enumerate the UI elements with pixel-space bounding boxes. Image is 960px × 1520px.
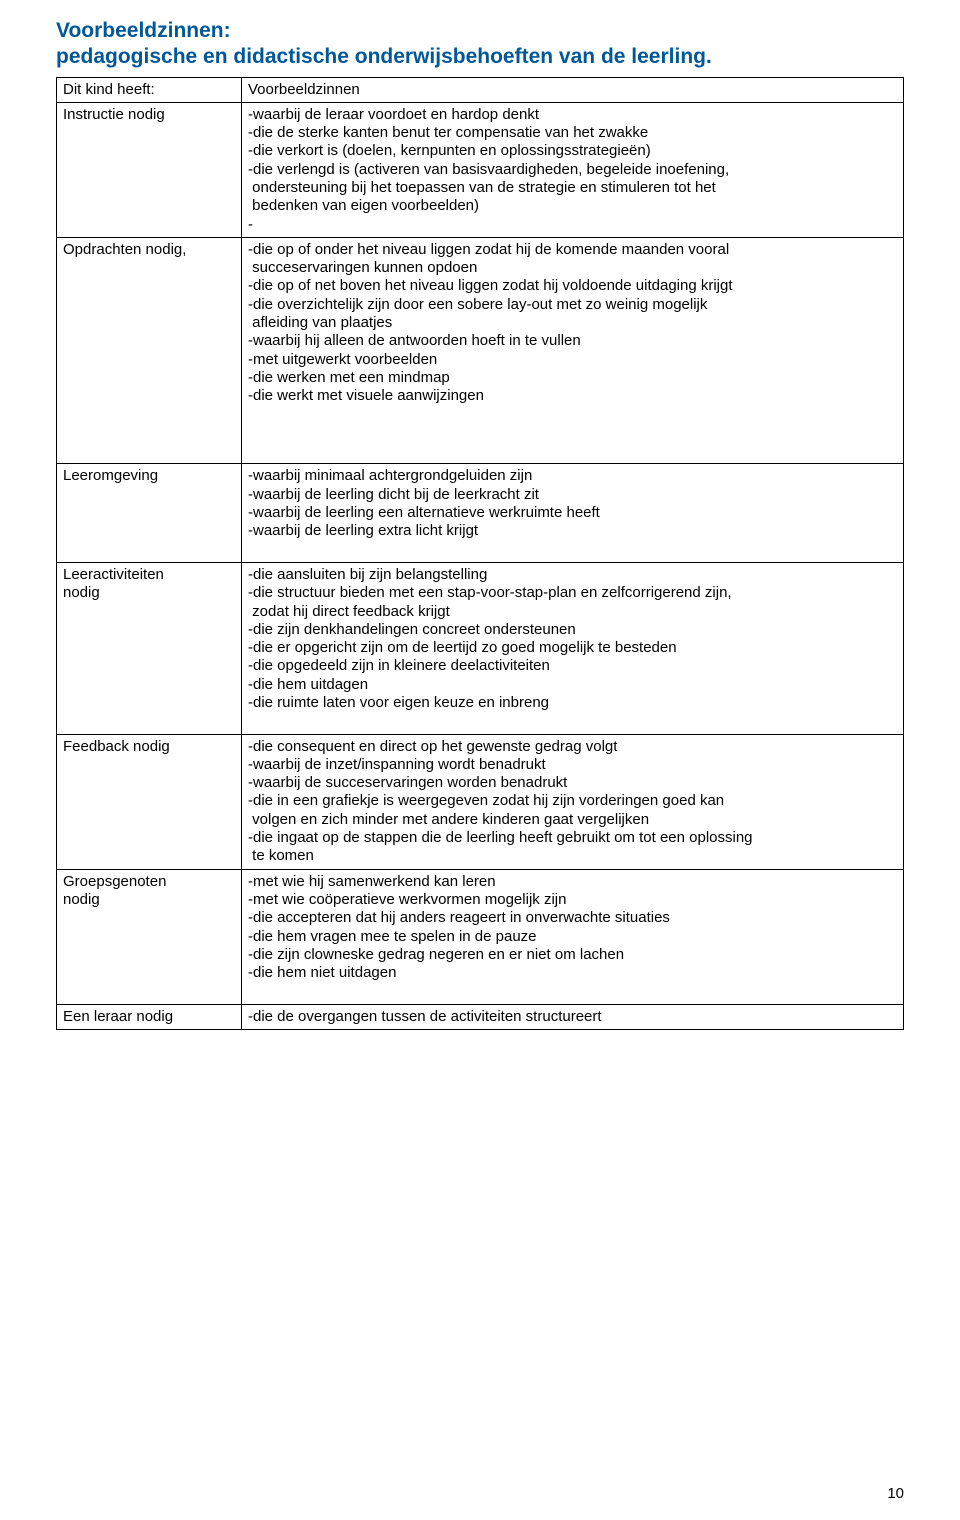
label-leeractiviteiten-l1: Leeractiviteiten (63, 566, 164, 583)
label-leeractiviteiten-l2: nodig (63, 584, 100, 601)
label-groepsgenoten: Groepsgenoten nodig (57, 869, 242, 1004)
content-opdrachten: -die op of onder het niveau liggen zodat… (242, 237, 904, 464)
content-leeromgeving: -waarbij minimaal achtergrondgeluiden zi… (242, 464, 904, 562)
page-title: Voorbeeldzinnen: pedagogische en didacti… (56, 18, 904, 71)
label-leeromgeving: Leeromgeving (57, 464, 242, 562)
label-leeractiviteiten: Leeractiviteiten nodig (57, 562, 242, 734)
title-line-2: pedagogische en didactische onderwijsbeh… (56, 45, 712, 68)
row-opdrachten: Opdrachten nodig, -die op of onder het n… (57, 237, 904, 464)
content-table: Dit kind heeft: Voorbeeldzinnen Instruct… (56, 77, 904, 1031)
content-leraar: -die de overgangen tussen de activiteite… (242, 1004, 904, 1029)
row-feedback: Feedback nodig -die consequent en direct… (57, 734, 904, 869)
label-groepsgenoten-l2: nodig (63, 891, 100, 908)
label-opdrachten: Opdrachten nodig, (57, 237, 242, 464)
label-feedback: Feedback nodig (57, 734, 242, 869)
row-leraar: Een leraar nodig -die de overgangen tuss… (57, 1004, 904, 1029)
content-groepsgenoten: -met wie hij samenwerkend kan leren-met … (242, 869, 904, 1004)
content-instructie: -waarbij de leraar voordoet en hardop de… (242, 102, 904, 237)
content-feedback: -die consequent en direct op het gewenst… (242, 734, 904, 869)
header-right: Voorbeeldzinnen (242, 77, 904, 102)
content-leeractiviteiten: -die aansluiten bij zijn belangstelling-… (242, 562, 904, 734)
title-line-1: Voorbeeldzinnen: (56, 19, 231, 42)
document-page: Voorbeeldzinnen: pedagogische en didacti… (0, 0, 960, 1520)
header-left: Dit kind heeft: (57, 77, 242, 102)
page-number: 10 (887, 1485, 904, 1502)
row-instructie: Instructie nodig -waarbij de leraar voor… (57, 102, 904, 237)
label-leraar: Een leraar nodig (57, 1004, 242, 1029)
row-leeractiviteiten: Leeractiviteiten nodig -die aansluiten b… (57, 562, 904, 734)
label-groepsgenoten-l1: Groepsgenoten (63, 873, 166, 890)
row-leeromgeving: Leeromgeving -waarbij minimaal achtergro… (57, 464, 904, 562)
row-groepsgenoten: Groepsgenoten nodig -met wie hij samenwe… (57, 869, 904, 1004)
label-instructie: Instructie nodig (57, 102, 242, 237)
table-header-row: Dit kind heeft: Voorbeeldzinnen (57, 77, 904, 102)
